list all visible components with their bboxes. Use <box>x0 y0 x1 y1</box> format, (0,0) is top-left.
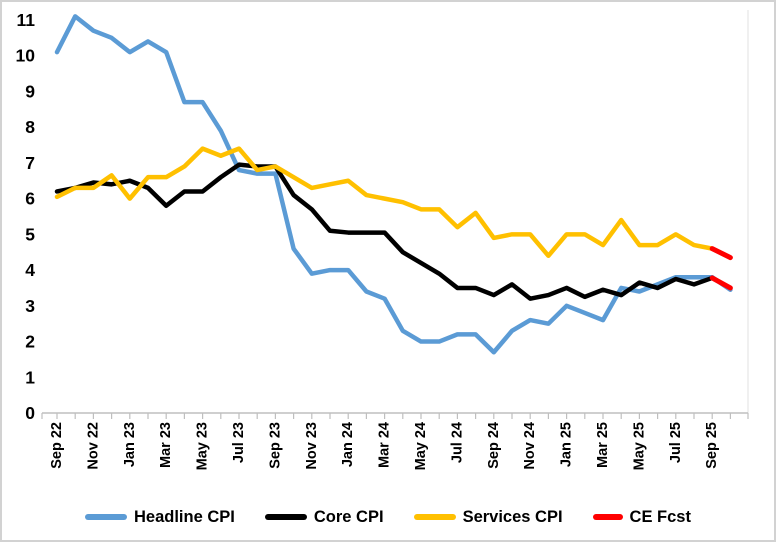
x-axis-tick-label: Jan 23 <box>122 422 138 467</box>
x-axis-tick-label: Nov 23 <box>304 422 320 470</box>
ce-fcst-line-swatch-icon <box>592 514 623 520</box>
legend-item-ce-fcst: CE Fcst <box>592 507 691 527</box>
y-axis-tick-label: 6 <box>25 189 35 209</box>
chart-svg: 0 1 2 3 4 5 6 7 8 9 10 11 Sep 22 Nov 22 Jan 23 Mar 23 Ma… <box>16 10 749 470</box>
legend-item-core-cpi: Core CPI <box>264 507 384 527</box>
y-axis-tick-label: 8 <box>25 117 35 137</box>
y-axis-tick-label: 10 <box>16 46 36 66</box>
y-axis-tick-label: 7 <box>25 153 35 173</box>
series-line-services-cpi <box>54 146 715 259</box>
x-axis-tick-label: Jan 24 <box>340 422 356 467</box>
legend-item-headline-cpi: Headline CPI <box>85 508 235 527</box>
plot-area: 0 1 2 3 4 5 6 7 8 9 10 11 Sep 22 Nov 22 Jan 23 Mar 23 Ma… <box>2 2 774 496</box>
x-axis-tick-label: May 23 <box>195 422 211 470</box>
series-line-headline-cpi <box>54 14 715 355</box>
x-axis-tick-label: May 24 <box>413 422 429 470</box>
legend-label-services-cpi: Services CPI <box>462 507 563 526</box>
legend-label-headline-cpi: Headline CPI <box>134 507 235 526</box>
y-axis-tick-label: 0 <box>25 403 35 423</box>
x-axis-tick-label: Sep 22 <box>49 422 65 469</box>
x-axis-tick-label: Sep 24 <box>486 422 502 469</box>
core-cpi-line-swatch-icon <box>264 514 307 520</box>
x-axis-tick-label: May 25 <box>631 422 647 470</box>
x-axis-tick-label: Mar 23 <box>158 422 174 468</box>
y-axis-tick-label: 5 <box>25 224 35 244</box>
x-axis-tick-label: Sep 23 <box>267 422 283 469</box>
series-line-core-cpi <box>54 162 715 301</box>
legend-item-services-cpi: Services CPI <box>413 507 563 527</box>
y-axis-tick-label: 3 <box>25 296 35 316</box>
x-axis-tick-label: Mar 25 <box>595 422 611 468</box>
x-axis-tick-label: Nov 22 <box>85 422 101 470</box>
headline-cpi-line-swatch-icon <box>85 514 127 520</box>
legend-label-core-cpi: Core CPI <box>313 507 384 526</box>
x-axis-tick-label: Sep 25 <box>704 422 720 469</box>
forecast-segment-core-cpi <box>709 275 733 291</box>
x-axis-tick-label: Mar 24 <box>377 422 393 468</box>
y-axis-tick-label: 2 <box>25 332 35 352</box>
x-axis-tick-label: Nov 24 <box>522 422 538 470</box>
y-axis-tick-label: 1 <box>25 367 35 387</box>
x-axis-tick-label: Jul 23 <box>231 422 247 463</box>
forecast-segment-services-cpi <box>709 246 733 261</box>
y-axis-tick-label: 4 <box>25 260 35 280</box>
x-axis-tick-label: Jul 24 <box>449 422 465 463</box>
legend-label-ce-fcst: CE Fcst <box>629 507 691 526</box>
legend: Headline CPI Core CPI Services CPI CE Fc… <box>2 494 774 540</box>
services-cpi-line-swatch-icon <box>413 514 456 520</box>
x-axis-tick-label: Jul 25 <box>668 422 684 463</box>
y-axis-tick-label: 11 <box>17 10 36 30</box>
x-axis-tick-label: Jan 25 <box>559 422 575 467</box>
y-axis-tick-label: 9 <box>25 81 35 101</box>
